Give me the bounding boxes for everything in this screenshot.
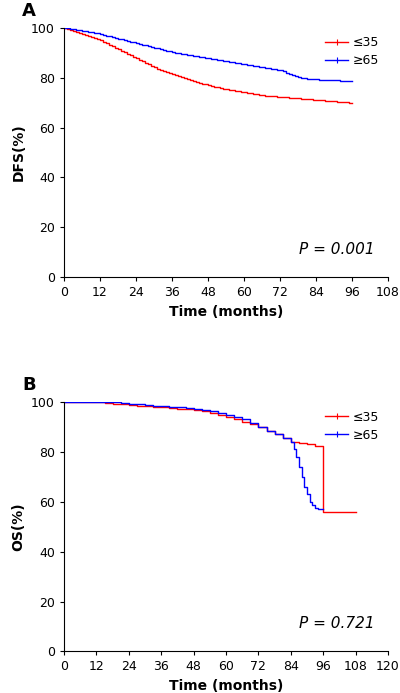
Legend: ≤35, ≥65: ≤35, ≥65 bbox=[323, 34, 382, 70]
Y-axis label: DFS(%): DFS(%) bbox=[12, 123, 26, 182]
X-axis label: Time (months): Time (months) bbox=[169, 305, 283, 319]
Text: B: B bbox=[22, 376, 36, 394]
Text: A: A bbox=[22, 2, 36, 20]
Text: P = 0.001: P = 0.001 bbox=[300, 243, 375, 257]
Text: P = 0.721: P = 0.721 bbox=[300, 617, 375, 631]
Legend: ≤35, ≥65: ≤35, ≥65 bbox=[323, 408, 382, 444]
X-axis label: Time (months): Time (months) bbox=[169, 679, 283, 693]
Y-axis label: OS(%): OS(%) bbox=[12, 502, 26, 551]
